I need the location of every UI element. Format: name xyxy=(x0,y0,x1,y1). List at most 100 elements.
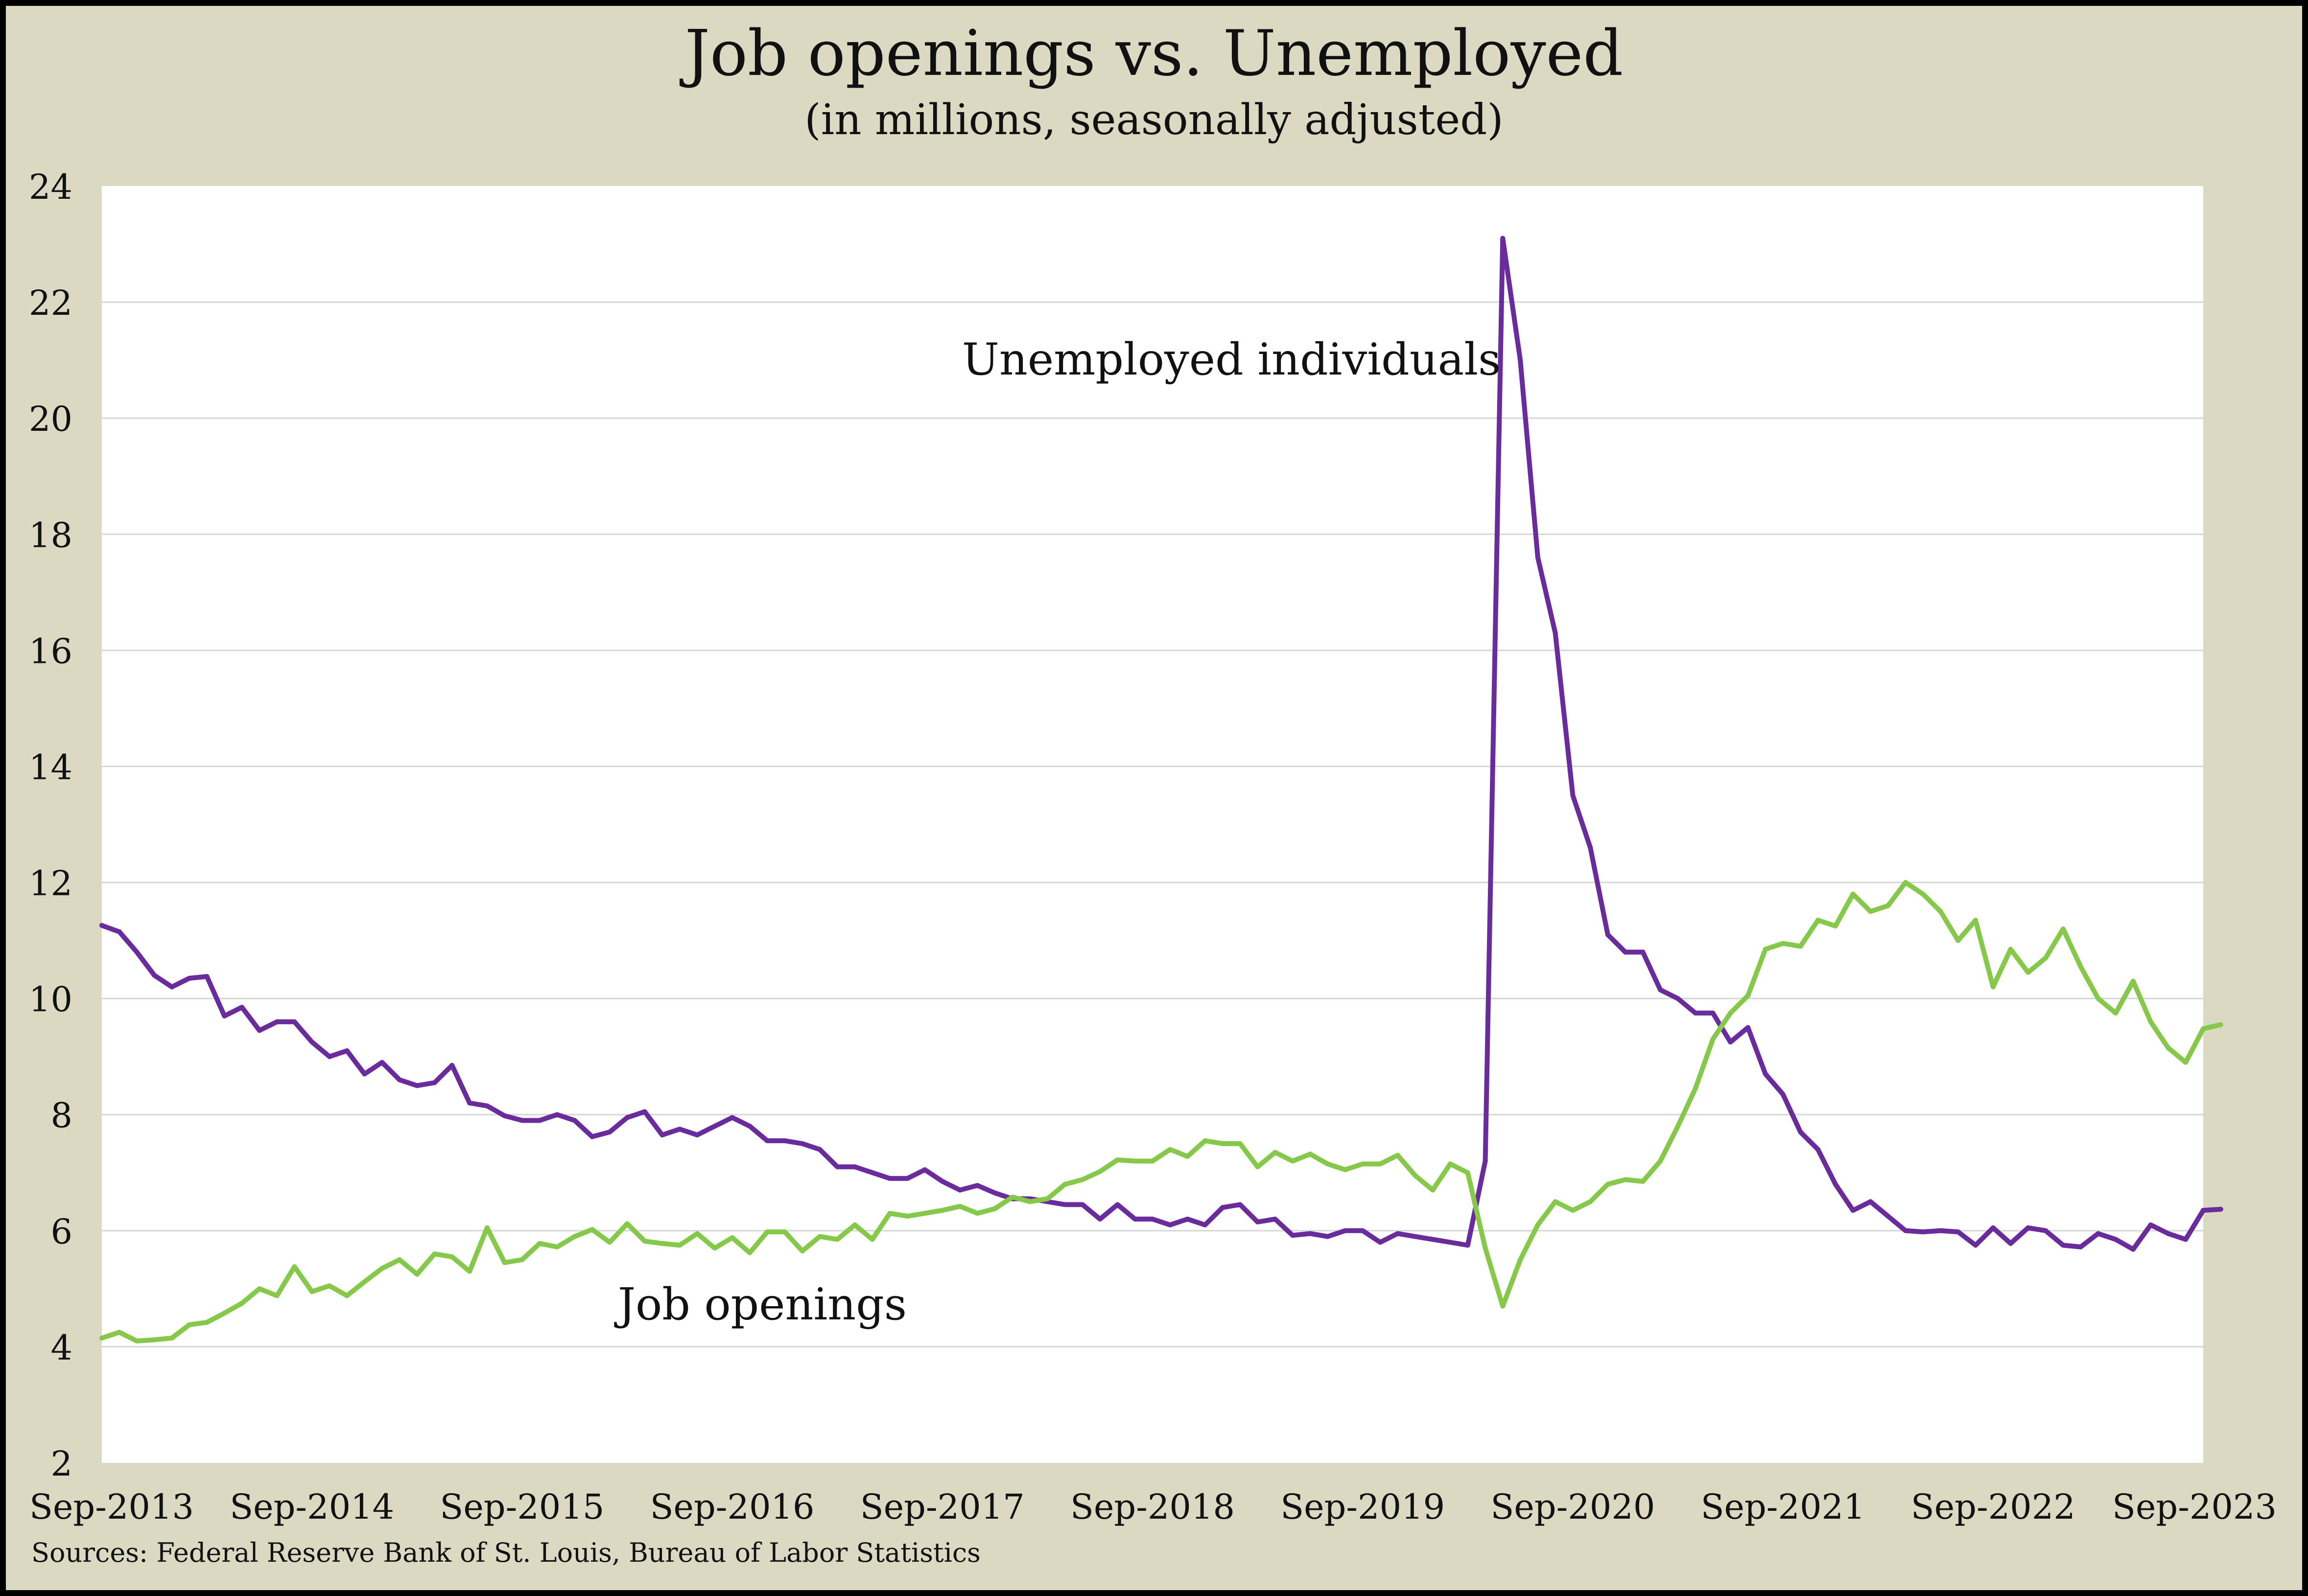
data-point-unemployed-individuals xyxy=(1553,630,1558,635)
data-point-job-openings xyxy=(2183,1060,2189,1065)
data-point-unemployed-individuals xyxy=(782,1138,787,1144)
data-point-unemployed-individuals xyxy=(204,974,210,979)
data-point-unemployed-individuals xyxy=(2060,1243,2066,1248)
data-point-unemployed-individuals xyxy=(2096,1231,2101,1236)
data-point-job-openings xyxy=(292,1264,297,1269)
data-point-job-openings xyxy=(2008,946,2013,952)
data-point-job-openings xyxy=(1413,1173,1418,1178)
data-point-job-openings xyxy=(519,1257,525,1263)
data-point-unemployed-individuals xyxy=(169,984,175,989)
y-tick-label: 4 xyxy=(50,1328,72,1368)
data-point-unemployed-individuals xyxy=(1132,1217,1138,1222)
data-point-job-openings xyxy=(677,1243,683,1248)
data-point-job-openings xyxy=(204,1320,210,1325)
data-point-job-openings xyxy=(1378,1161,1383,1167)
data-point-unemployed-individuals xyxy=(1518,357,1523,363)
data-point-unemployed-individuals xyxy=(2113,1237,2119,1242)
data-point-job-openings xyxy=(1868,909,1873,914)
series-lines xyxy=(99,235,2223,1344)
y-tick-label: 6 xyxy=(50,1212,72,1252)
data-point-job-openings xyxy=(554,1244,560,1249)
data-point-job-openings xyxy=(1920,892,1926,897)
data-point-job-openings xyxy=(239,1301,245,1306)
data-point-unemployed-individuals xyxy=(2183,1237,2189,1242)
data-point-job-openings xyxy=(1342,1167,1348,1173)
data-point-job-openings xyxy=(1325,1161,1330,1167)
data-point-job-openings xyxy=(1640,1179,1646,1184)
data-point-unemployed-individuals xyxy=(1255,1220,1260,1224)
data-point-job-openings xyxy=(1010,1195,1015,1200)
data-point-job-openings xyxy=(257,1286,262,1291)
data-point-unemployed-individuals xyxy=(1973,1243,1978,1248)
data-point-job-openings xyxy=(572,1234,577,1239)
data-point-job-openings xyxy=(2148,1019,2153,1025)
data-point-unemployed-individuals xyxy=(1185,1217,1190,1222)
x-tick-label: Sep-2020 xyxy=(1490,1487,1655,1527)
data-point-job-openings xyxy=(992,1206,998,1211)
chart-title: Job openings vs. Unemployed xyxy=(684,17,1624,90)
data-point-job-openings xyxy=(1220,1141,1225,1146)
series-line-job-openings xyxy=(99,880,2223,1344)
data-point-unemployed-individuals xyxy=(1745,1025,1751,1030)
data-point-job-openings xyxy=(712,1245,717,1251)
data-point-unemployed-individuals xyxy=(1360,1228,1366,1233)
data-point-job-openings xyxy=(362,1279,367,1285)
data-point-unemployed-individuals xyxy=(1570,793,1576,798)
x-tick-label: Sep-2017 xyxy=(860,1487,1025,1527)
data-point-unemployed-individuals xyxy=(467,1101,472,1105)
data-point-job-openings xyxy=(2043,955,2049,961)
data-point-unemployed-individuals xyxy=(519,1118,525,1123)
x-axis-tick-labels: Sep-2013 Sep-2014 Sep-2015 Sep-2016 Sep-2017… xyxy=(29,1487,2277,1527)
data-point-unemployed-individuals xyxy=(1325,1234,1330,1239)
data-point-job-openings xyxy=(695,1231,700,1236)
data-point-unemployed-individuals xyxy=(1500,235,1506,241)
data-point-unemployed-individuals xyxy=(922,1167,927,1173)
data-point-job-openings xyxy=(782,1229,787,1235)
data-point-unemployed-individuals xyxy=(1395,1231,1400,1236)
data-point-unemployed-individuals xyxy=(905,1176,910,1181)
data-point-job-openings xyxy=(625,1221,630,1226)
x-tick-label: Sep-2016 xyxy=(650,1487,815,1527)
data-point-job-openings xyxy=(1307,1151,1313,1157)
data-point-job-openings xyxy=(397,1257,402,1263)
data-point-unemployed-individuals xyxy=(99,923,104,928)
data-point-unemployed-individuals xyxy=(1097,1217,1103,1222)
data-point-unemployed-individuals xyxy=(1307,1231,1313,1236)
data-point-job-openings xyxy=(2025,970,2031,975)
data-point-unemployed-individuals xyxy=(870,1170,875,1175)
data-point-job-openings xyxy=(817,1234,823,1239)
data-point-job-openings xyxy=(344,1293,350,1298)
data-point-unemployed-individuals xyxy=(1833,1182,1838,1187)
data-point-job-openings xyxy=(800,1248,805,1254)
data-point-job-openings xyxy=(537,1241,542,1246)
data-point-job-openings xyxy=(1850,892,1856,897)
data-point-job-openings xyxy=(2078,964,2083,969)
data-point-unemployed-individuals xyxy=(1938,1228,1943,1233)
x-tick-label: Sep-2023 xyxy=(2112,1487,2277,1527)
data-point-job-openings xyxy=(274,1293,280,1298)
y-tick-label: 10 xyxy=(29,980,72,1020)
data-point-unemployed-individuals xyxy=(2043,1228,2049,1233)
data-point-unemployed-individuals xyxy=(1465,1243,1470,1248)
data-point-unemployed-individuals xyxy=(1413,1234,1418,1239)
data-point-job-openings xyxy=(2060,926,2066,932)
data-point-unemployed-individuals xyxy=(1535,555,1540,560)
data-point-unemployed-individuals xyxy=(537,1118,542,1123)
data-point-job-openings xyxy=(99,1336,104,1341)
data-point-unemployed-individuals xyxy=(992,1190,998,1196)
x-tick-label: Sep-2013 xyxy=(29,1487,194,1527)
data-point-job-openings xyxy=(1097,1169,1103,1174)
source-note: Sources: Federal Reserve Bank of St. Lou… xyxy=(31,1537,981,1568)
x-tick-label: Sep-2014 xyxy=(230,1487,394,1527)
data-point-job-openings xyxy=(765,1229,770,1235)
data-point-job-openings xyxy=(1658,1158,1663,1164)
data-point-job-openings xyxy=(117,1330,122,1335)
data-point-unemployed-individuals xyxy=(432,1080,437,1085)
data-point-unemployed-individuals xyxy=(1623,949,1628,955)
data-point-unemployed-individuals xyxy=(2148,1222,2153,1227)
data-point-unemployed-individuals xyxy=(257,1028,262,1033)
y-tick-label: 20 xyxy=(29,399,72,439)
data-point-unemployed-individuals xyxy=(642,1109,647,1114)
data-point-unemployed-individuals xyxy=(274,1019,280,1025)
